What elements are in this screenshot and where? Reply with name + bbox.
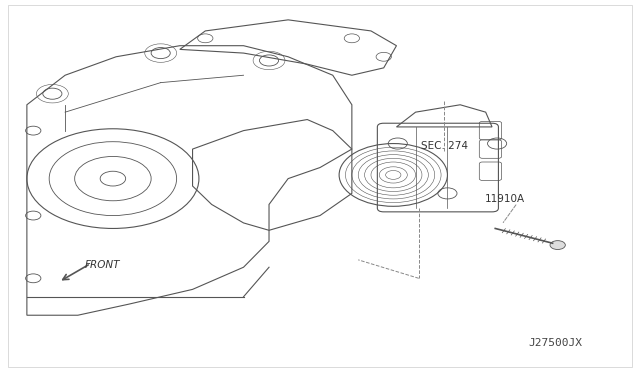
Text: J27500JX: J27500JX — [529, 339, 583, 349]
Text: SEC. 274: SEC. 274 — [420, 141, 468, 151]
Text: FRONT: FRONT — [84, 260, 120, 270]
Text: 11910A: 11910A — [484, 195, 525, 205]
Circle shape — [550, 241, 565, 250]
